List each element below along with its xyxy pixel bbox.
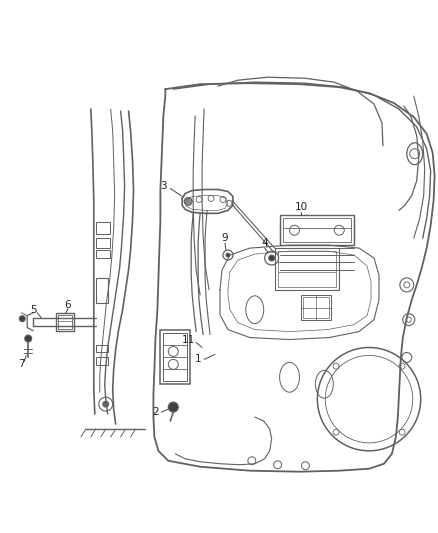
Bar (96, 278, 108, 303)
Bar (304, 297, 329, 318)
Text: 11: 11 (182, 335, 195, 344)
Text: 9: 9 (222, 233, 228, 243)
Bar (279, 215, 354, 245)
Text: 10: 10 (295, 203, 308, 212)
Bar (275, 248, 339, 290)
Text: 5: 5 (30, 305, 36, 314)
Text: 3: 3 (160, 181, 167, 190)
Circle shape (184, 197, 192, 205)
Text: 2: 2 (152, 407, 159, 417)
Circle shape (103, 401, 109, 407)
Circle shape (268, 255, 275, 261)
Bar (96, 358, 108, 365)
Circle shape (25, 335, 32, 342)
Text: 1: 1 (195, 354, 201, 365)
Circle shape (168, 402, 178, 412)
Bar (301, 295, 331, 320)
Bar (278, 251, 336, 287)
Bar (96, 238, 110, 248)
Text: 6: 6 (65, 300, 71, 310)
Text: 7: 7 (18, 359, 25, 369)
Bar (160, 329, 190, 384)
Bar (96, 222, 110, 234)
Bar (283, 219, 351, 242)
Bar (96, 250, 110, 258)
Bar (163, 333, 187, 381)
Bar (96, 344, 108, 352)
Circle shape (226, 253, 230, 257)
Bar (58, 314, 72, 329)
Bar (56, 313, 74, 330)
Text: 4: 4 (261, 238, 268, 248)
Circle shape (19, 316, 25, 321)
